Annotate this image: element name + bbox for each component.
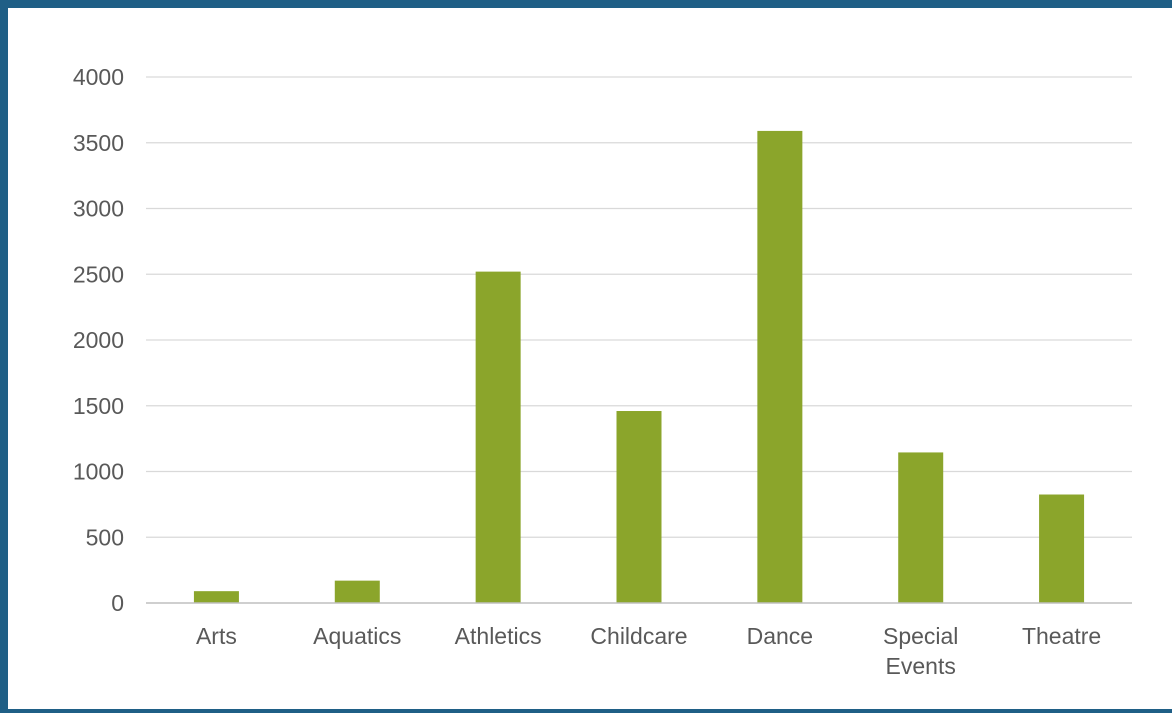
bar-theatre <box>1039 494 1085 603</box>
y-axis-tick-labels: 0 500 1000 1500 2000 2500 3000 3500 4000 <box>73 64 124 616</box>
x-category-label: Arts <box>196 623 237 649</box>
x-category-label: Dance <box>747 623 813 649</box>
x-category-label: Childcare <box>590 623 687 649</box>
y-tick-label: 1500 <box>73 393 124 419</box>
bar-childcare <box>616 411 662 603</box>
y-tick-label: 4000 <box>73 64 124 90</box>
x-category-label: Athletics <box>455 623 542 649</box>
x-axis-category-labels: Arts Aquatics Athletics Childcare Dance Speci… <box>196 623 1101 679</box>
bar-aquatics <box>334 580 380 603</box>
bar-athletics <box>475 271 521 603</box>
y-tick-label: 3000 <box>73 196 124 222</box>
y-tick-label: 3500 <box>73 130 124 156</box>
x-category-label: Theatre <box>1022 623 1101 649</box>
y-tick-label: 1000 <box>73 459 124 485</box>
y-tick-label: 2000 <box>73 327 124 353</box>
y-tick-label: 500 <box>86 524 124 550</box>
y-tick-label: 0 <box>111 590 124 616</box>
y-tick-label: 2500 <box>73 261 124 287</box>
x-category-label: Special <box>883 623 958 649</box>
bar-dance <box>757 130 803 603</box>
bar-arts <box>193 591 239 603</box>
bar-special-events <box>898 452 944 603</box>
x-category-label: Aquatics <box>313 623 401 649</box>
bar-chart: 0 500 1000 1500 2000 2500 3000 3500 4000 Arts Aqu… <box>73 64 1132 679</box>
x-category-label: Events <box>886 653 956 679</box>
bars <box>193 130 1085 603</box>
gridlines <box>146 76 1132 538</box>
